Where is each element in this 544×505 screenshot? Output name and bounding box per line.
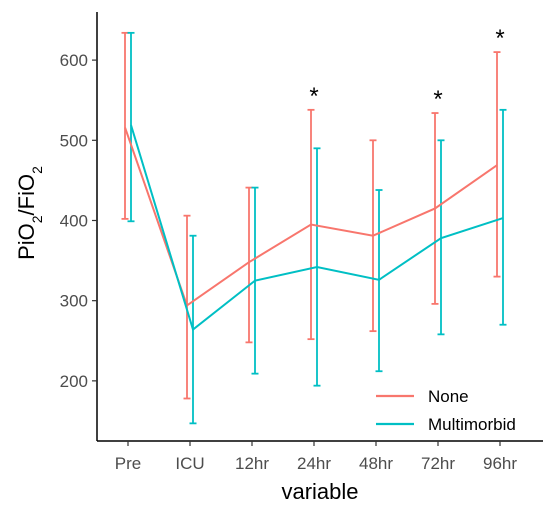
x-axis-title: variable — [281, 479, 358, 504]
error-bar-none — [121, 31, 129, 220]
plot-area: * * * — [121, 25, 507, 425]
x-tick-label: 96hr — [483, 454, 517, 473]
significance-marker: * — [495, 25, 504, 52]
y-tick-label: 300 — [60, 292, 88, 311]
y-axis-title: PiO2/FiO2 — [14, 166, 45, 260]
significance-marker: * — [309, 83, 318, 110]
y-tick-label: 500 — [60, 131, 88, 150]
error-bar-none — [493, 51, 501, 278]
y-tick-label: 600 — [60, 51, 88, 70]
x-tick-label: 24hr — [297, 454, 331, 473]
error-bar-none — [245, 186, 253, 344]
legend-label-multimorbid: Multimorbid — [428, 415, 516, 434]
y-tick-label: 400 — [60, 211, 88, 230]
axis-ticks: 200 300 400 500 600 Pre ICU 12hr 24hr 48hr 72hr 96h… — [60, 51, 518, 473]
x-tick-label: ICU — [175, 454, 204, 473]
x-tick-label: Pre — [115, 454, 141, 473]
x-tick-label: 48hr — [359, 454, 393, 473]
x-tick-label: 12hr — [235, 454, 269, 473]
x-tick-label: 72hr — [421, 454, 455, 473]
legend-label-none: None — [428, 387, 469, 406]
legend: None Multimorbid — [376, 387, 516, 434]
series-line-multimorbid — [130, 124, 504, 332]
series-line-none — [124, 127, 498, 308]
error-bar-multimorbid — [499, 108, 507, 326]
y-tick-label: 200 — [60, 372, 88, 391]
significance-marker: * — [433, 86, 442, 113]
